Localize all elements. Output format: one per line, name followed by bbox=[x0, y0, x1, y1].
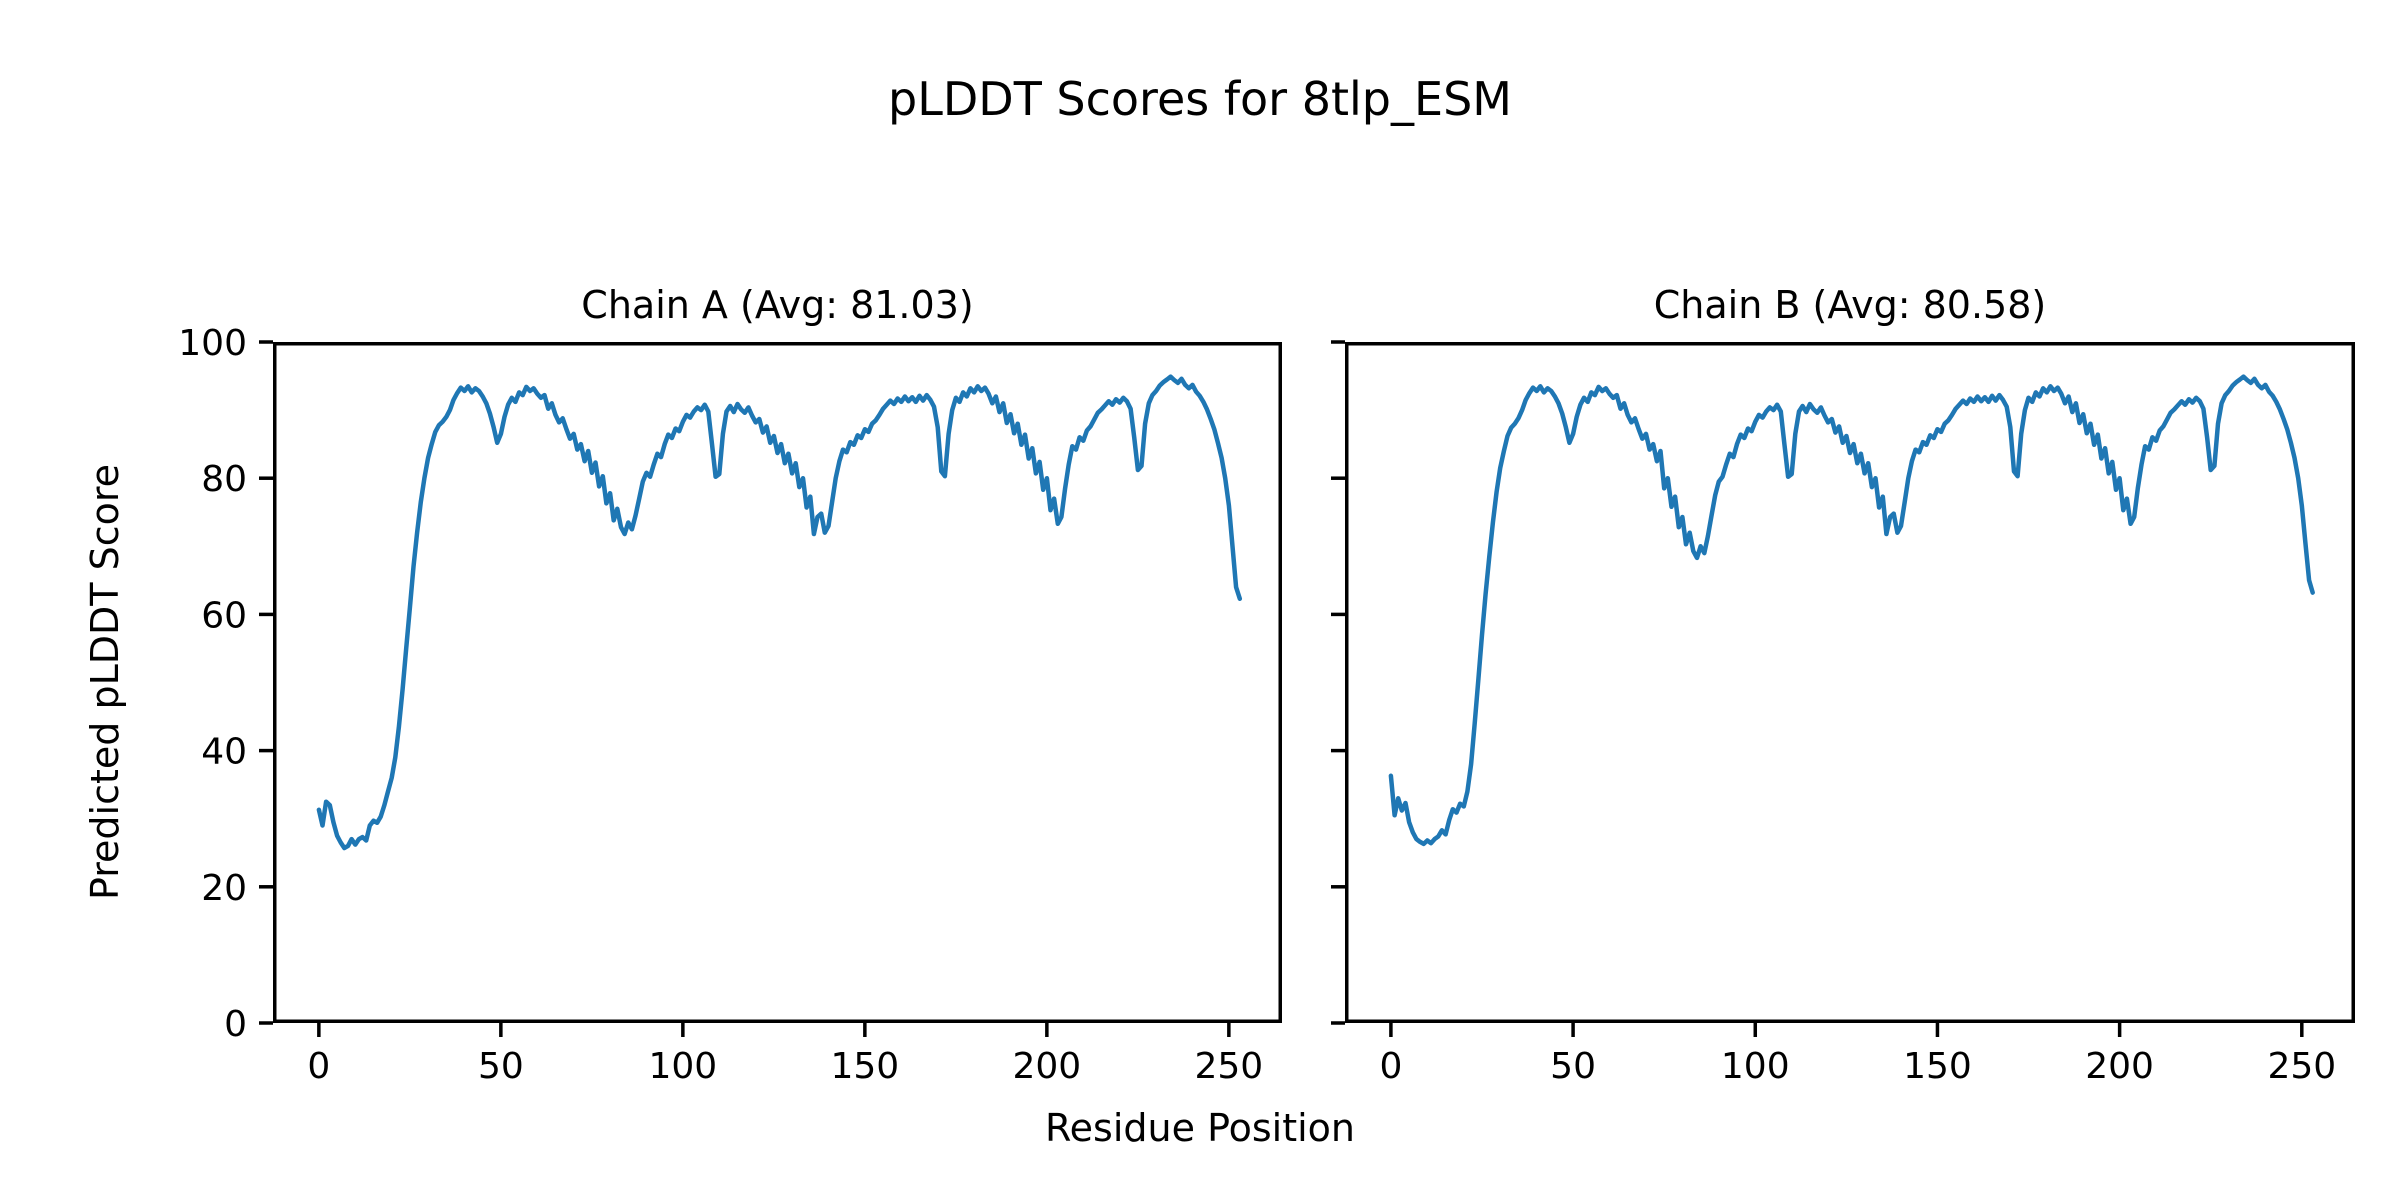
y-tick-label: 80 bbox=[201, 459, 247, 500]
y-tick-label: 20 bbox=[201, 868, 247, 909]
x-tick-label: 250 bbox=[1194, 1046, 1263, 1087]
chain-b-plot: 0 50 100 150 200 250 Chain B (Avg: 80.58) bbox=[1331, 283, 2355, 1087]
axes-frame bbox=[273, 342, 1282, 1023]
x-tick-label: 150 bbox=[1903, 1046, 1972, 1087]
x-axis-label: Residue Position bbox=[1044, 1106, 1356, 1150]
axes-frame bbox=[1345, 342, 2355, 1023]
plddt-line bbox=[316, 374, 1243, 851]
x-tick-label: 200 bbox=[1012, 1046, 1081, 1087]
x-tick-label: 0 bbox=[307, 1046, 330, 1087]
x-tick-label: 200 bbox=[2085, 1046, 2154, 1087]
x-tick-label: 50 bbox=[1550, 1046, 1596, 1087]
plddt-line bbox=[1388, 374, 2315, 847]
y-axis-label: Predicted pLDDT Score bbox=[83, 464, 127, 900]
y-tick-label: 0 bbox=[224, 1004, 247, 1045]
y-tick-label: 40 bbox=[201, 732, 247, 773]
y-tick-label: 60 bbox=[201, 595, 247, 636]
y-tick-label: 100 bbox=[178, 323, 247, 364]
chain-a-plot: 0 50 100 150 200 250 0 20 40 60 80 100 Chain A (Avg:… bbox=[178, 283, 1282, 1087]
figure-title: pLDDT Scores for 8tlp_ESM bbox=[888, 72, 1512, 126]
x-tick-label: 100 bbox=[649, 1046, 718, 1087]
x-tick-label: 150 bbox=[830, 1046, 899, 1087]
subplot-title: Chain A (Avg: 81.03) bbox=[581, 283, 973, 327]
x-tick-label: 100 bbox=[1721, 1046, 1790, 1087]
x-tick-label: 0 bbox=[1379, 1046, 1402, 1087]
x-tick-label: 50 bbox=[478, 1046, 524, 1087]
x-tick-label: 250 bbox=[2267, 1046, 2336, 1087]
subplot-title: Chain B (Avg: 80.58) bbox=[1654, 283, 2046, 327]
